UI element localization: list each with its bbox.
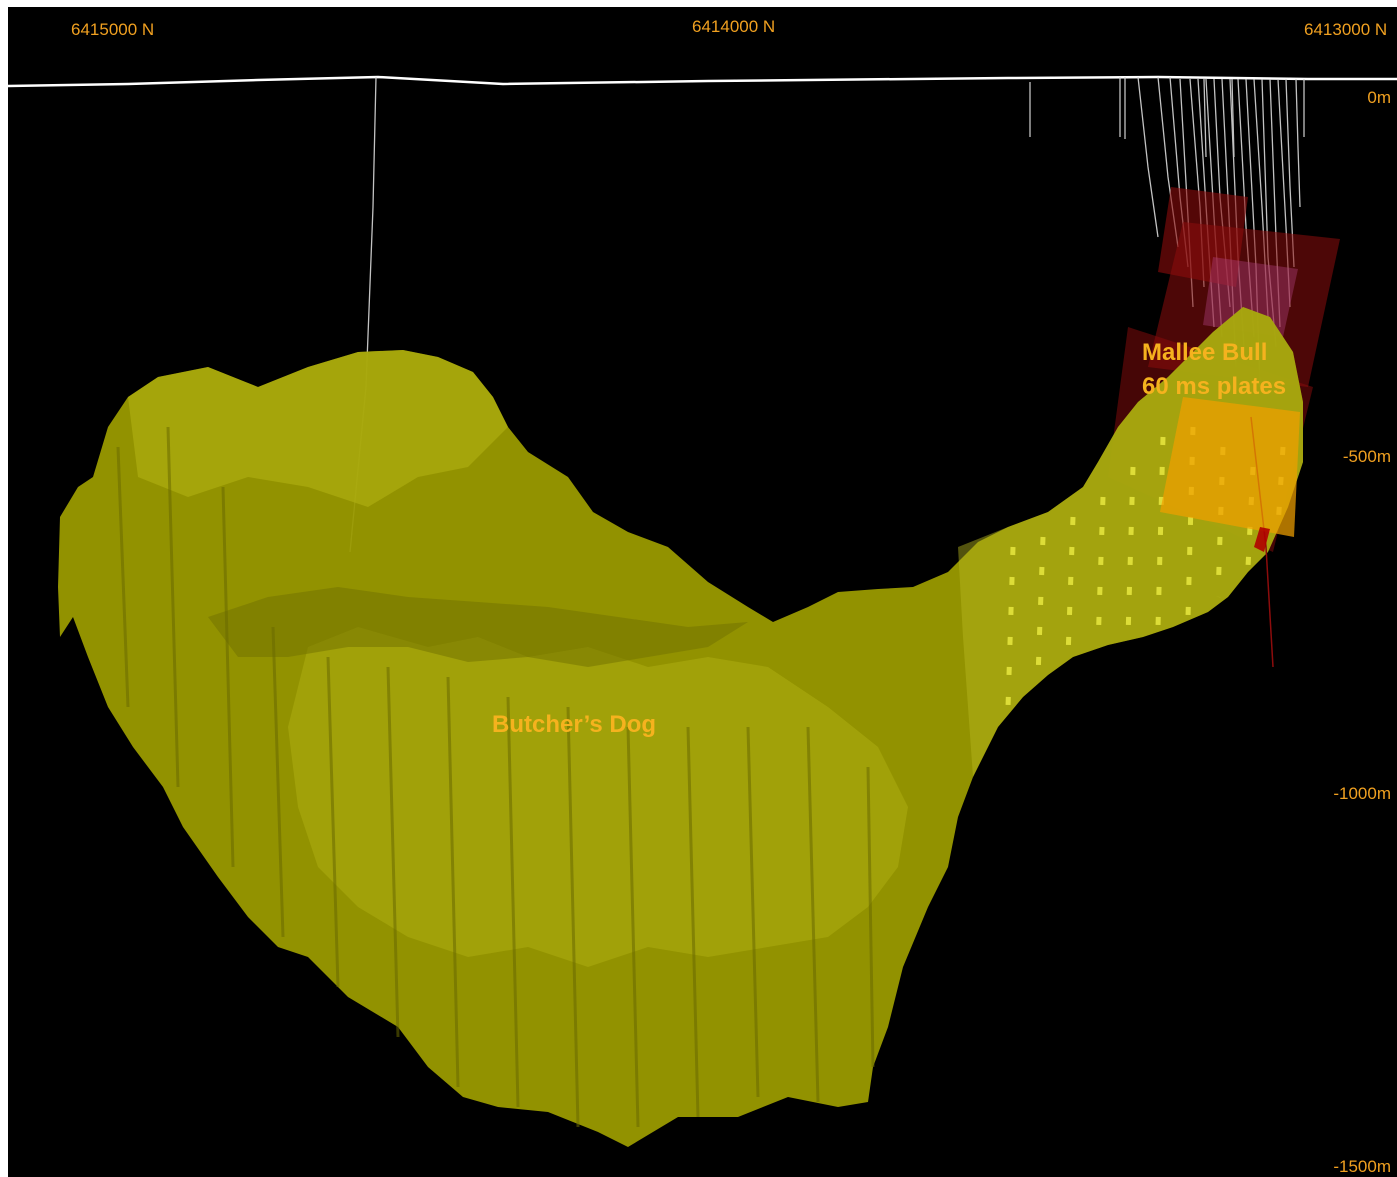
plate-red-edge [1254, 527, 1270, 552]
plate-highlight [1160, 397, 1300, 537]
mallee-bull-label-line1: Mallee Bull [1142, 339, 1268, 366]
northing-label-6414000: 6414000 N [692, 17, 776, 36]
mallee-bull-label-line2: 60 ms plates [1142, 373, 1287, 400]
northing-label-6415000: 6415000 N [71, 20, 155, 39]
depth-label-0m: 0m [1367, 88, 1391, 107]
ground-surface-line [8, 75, 1397, 88]
butchers-dog-label: Butcher’s Dog [492, 711, 657, 738]
section-view: 6415000 N 6414000 N 6413000 N 0m -500m -… [8, 7, 1397, 1177]
depth-label-500m: -500m [1342, 447, 1391, 466]
northing-label-6413000: 6413000 N [1304, 20, 1388, 39]
depth-label-1500m: -1500m [1333, 1157, 1391, 1176]
depth-label-1000m: -1000m [1333, 784, 1391, 803]
butchers-dog-body [58, 307, 1303, 1147]
section-canvas [8, 75, 1397, 1147]
